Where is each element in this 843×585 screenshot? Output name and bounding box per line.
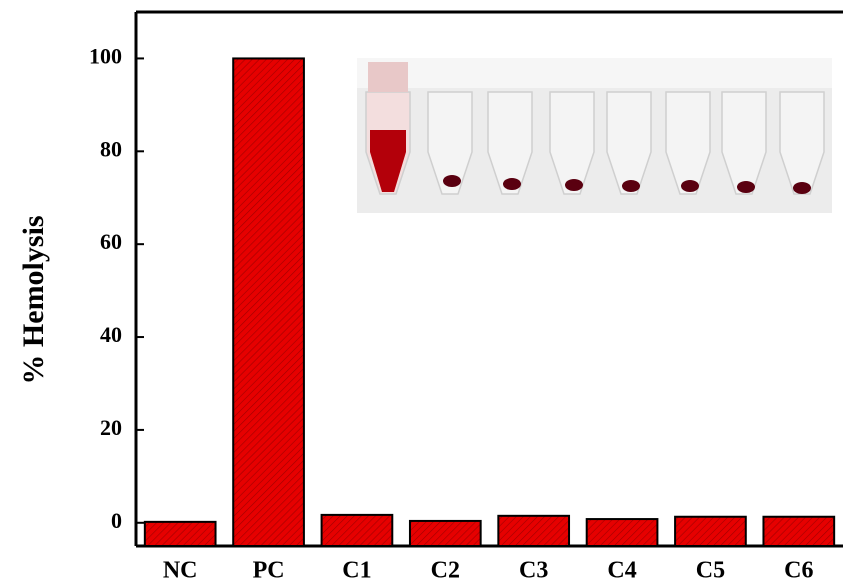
bar	[763, 517, 834, 546]
bar	[587, 519, 658, 546]
x-tick-label: C3	[519, 558, 548, 584]
bar	[145, 522, 216, 546]
y-tick-label: 100	[89, 43, 122, 68]
y-axis-label: % Hemolysis	[17, 215, 50, 384]
x-tick-label: C6	[784, 558, 813, 584]
bar	[675, 517, 746, 546]
x-tick-label: C1	[342, 558, 371, 584]
bar	[410, 521, 481, 546]
bar	[322, 515, 393, 546]
x-tick-label: NC	[163, 558, 198, 584]
y-tick-label: 40	[100, 322, 122, 347]
x-tick-label: C4	[607, 558, 636, 584]
y-tick-label: 60	[100, 229, 122, 254]
chart: % Hemolysis 0 20 40 60 80 100 NC PC C1 C2 C3 C4 C5 C6	[0, 0, 843, 585]
x-tick-label: C5	[696, 558, 725, 584]
x-tick-label: C2	[431, 558, 460, 584]
bar	[498, 516, 569, 546]
bar	[233, 58, 304, 546]
y-tick-label: 20	[100, 415, 122, 440]
y-tick-label: 80	[100, 136, 122, 161]
inset-photo	[357, 58, 832, 213]
x-tick-label: PC	[253, 558, 285, 584]
y-tick-label: 0	[111, 508, 122, 533]
page: % Hemolysis 0 20 40 60 80 100 NC PC C1 C2 C3 C4 C5 C6…	[0, 0, 843, 585]
